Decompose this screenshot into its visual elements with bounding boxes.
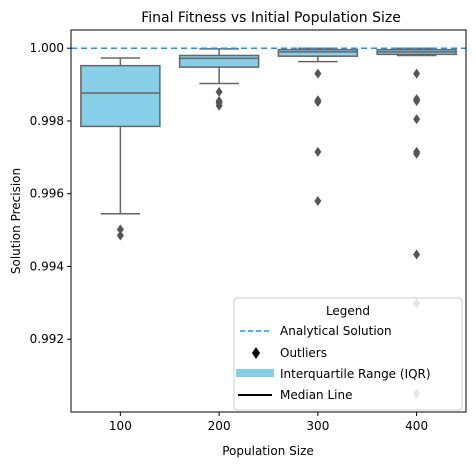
outlier-point <box>314 146 322 157</box>
outlier-point <box>314 195 322 206</box>
plot-frame <box>70 29 467 413</box>
x-tick-label: 300 <box>306 419 329 433</box>
y-tick-label: 0.998 <box>30 114 64 128</box>
x-tick-label: 200 <box>208 419 231 433</box>
y-tick-label: 0.992 <box>30 332 64 346</box>
plot-area <box>71 47 466 399</box>
x-axis-label: Population Size <box>222 444 314 458</box>
outlier-point <box>413 114 421 125</box>
y-axis-label: Solution Precision <box>9 168 23 274</box>
outlier-point <box>413 95 421 106</box>
outlier-point <box>413 249 421 260</box>
box-group-100 <box>80 57 161 241</box>
legend-entry-median: Median Line <box>280 388 352 402</box>
outlier-point <box>314 68 322 79</box>
outlier-point <box>314 97 322 108</box>
y-tick-label: 1.000 <box>30 41 64 55</box>
legend-diamond-marker <box>252 347 260 359</box>
legend-entry-outliers: Outliers <box>280 346 327 360</box>
box-group-300 <box>277 47 359 206</box>
outlier-point <box>215 100 223 111</box>
box-group-200 <box>178 48 260 111</box>
outlier-point <box>215 86 223 97</box>
legend: Legend Analytical Solution Outliers Inte… <box>233 297 463 411</box>
x-tick-label: 400 <box>405 419 428 433</box>
y-tick-label: 0.994 <box>30 259 64 273</box>
chart-title: Final Fitness vs Initial Population Size <box>141 10 401 26</box>
iqr-box <box>178 54 260 68</box>
legend-entry-analytical-solution: Analytical Solution <box>280 324 392 338</box>
outlier-point <box>116 224 124 235</box>
x-tick-label: 100 <box>109 419 132 433</box>
iqr-box <box>277 48 359 57</box>
legend-title: Legend <box>326 304 370 318</box>
legend-entry-iqr: Interquartile Range (IQR) <box>280 367 431 381</box>
outlier-point <box>116 230 124 241</box>
y-tick-label: 0.996 <box>30 187 64 201</box>
outlier-point <box>413 68 421 79</box>
outlier-point <box>413 148 421 159</box>
legend-box <box>233 297 463 411</box>
iqr-box <box>80 64 161 128</box>
